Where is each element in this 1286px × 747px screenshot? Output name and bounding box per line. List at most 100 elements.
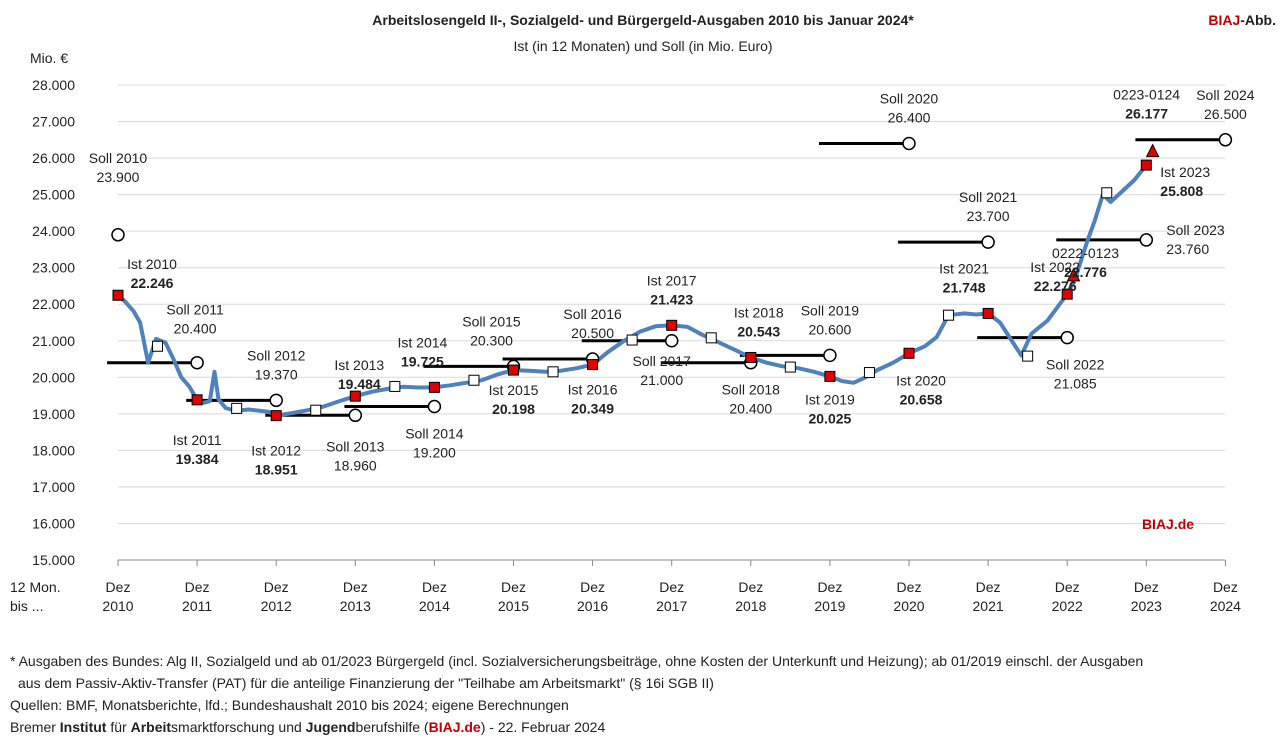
quarter-marker [1101,187,1113,199]
x-tick-label-year: 2016 [577,598,608,614]
quarter-marker [863,367,875,379]
x-tick-label-month: Dez [1134,579,1159,595]
soll-marker [981,235,995,249]
soll-marker [427,399,442,414]
ist-label: Ist 2014 [397,334,447,350]
soll-label: Soll 2014 [405,426,464,442]
x-tick-label-year: 2019 [814,598,845,614]
ist-label: Ist 2021 [939,260,989,276]
ist-value: 21.423 [650,291,693,307]
ist-value: 19.384 [176,451,219,467]
soll-label: Soll 2021 [959,189,1018,205]
ist-label: Ist 2012 [251,443,301,459]
soll-value: 23.900 [97,169,140,185]
ist-marker [982,307,994,319]
credit-part: Bremer [10,719,60,735]
x-tick-label-month: Dez [1055,579,1080,595]
chart-subtitle: Ist (in 12 Monaten) und Soll (in Mio. Eu… [513,38,773,54]
soll-marker [1218,133,1233,147]
soll-marker [664,334,679,348]
x-tick-label-month: Dez [580,579,605,595]
ist-marker [112,289,124,301]
soll-value: 21.085 [1054,376,1097,392]
soll-value: 20.300 [470,332,513,348]
soll-value: 26.400 [888,109,931,125]
expenditure-line-chart: Mio. € 15.000 16.000 17.000 18.000 19.000 20.0… [10,50,1255,614]
ist-value: 20.025 [808,410,851,426]
x-tick-label-year: 2024 [1210,598,1241,614]
y-tick-label: 26.000 [32,150,75,166]
quarter-marker [468,374,480,386]
y-tick-label: 19.000 [32,406,75,422]
period-value: 22.776 [1064,264,1107,280]
period-marker [1145,143,1160,158]
x-tick-label-year: 2011 [182,598,212,614]
ist-label: Ist 2018 [734,304,784,320]
ist-label: Ist 2010 [127,256,177,272]
ist-value: 20.658 [900,391,943,407]
y-tick-label: 25.000 [32,187,75,203]
x-tick-label-year: 2014 [419,598,450,614]
ist-label: Ist 2017 [647,272,697,288]
x-tick-label-year: 2015 [498,598,529,614]
ist-marker [587,359,599,371]
credit-part: BIAJ.de [428,719,481,735]
x-tick-label-month: Dez [1213,579,1238,595]
ist-value: 25.808 [1160,183,1203,199]
biaj-badge: BIAJ-Abb. [1208,12,1276,28]
ist-marker [824,370,836,382]
x-prefix-line1: 12 Mon. [10,579,61,595]
quarter-marker [784,361,796,373]
ist-marker [903,347,915,359]
period-marker [1066,267,1081,282]
ist-value: 22.246 [131,275,174,291]
soll-value: 26.500 [1204,106,1247,122]
soll-label: Soll 2018 [722,382,781,398]
ist-value: 20.349 [571,401,614,417]
soll-label: Soll 2024 [1196,87,1255,103]
quarter-marker [1022,350,1034,362]
x-tick-label-month: Dez [422,579,447,595]
badge-brand: BIAJ [1208,12,1241,28]
x-tick-label-month: Dez [264,579,289,595]
y-tick-label: 15.000 [32,552,75,568]
soll-label: Soll 2011 [166,302,224,318]
quarter-marker [310,404,322,416]
y-tick-label: 20.000 [32,369,75,385]
ist-label: Ist 2016 [568,382,618,398]
soll-label: Soll 2019 [801,302,860,318]
x-tick-label-month: Dez [106,579,131,595]
x-tick-label-month: Dez [343,579,368,595]
credit-part: Arbeit [130,719,172,735]
ist-marker [1140,159,1152,171]
soll-label: Soll 2017 [633,353,692,369]
x-tick-label-year: 2010 [102,598,133,614]
soll-value: 23.760 [1166,241,1209,257]
x-tick-label-month: Dez [976,579,1001,595]
quarter-marker [389,380,401,392]
soll-marker [1060,330,1074,345]
footnotes: * Ausgaben des Bundes: Alg II, Sozialgel… [10,650,1143,738]
sources-line: Quellen: BMF, Monatsberichte, lfd.; Bund… [10,697,569,713]
y-tick-label: 28.000 [32,77,75,93]
soll-marker [902,136,916,151]
y-tick-label: 17.000 [32,479,75,495]
soll-marker [823,348,837,363]
x-tick-label-year: 2017 [656,598,687,614]
y-tick-label: 21.000 [32,333,75,349]
watermark: BIAJ.de [1142,516,1194,532]
x-tick-label-year: 2023 [1131,598,1162,614]
x-tick-label-month: Dez [501,579,526,595]
quarter-marker [152,340,164,352]
quarter-marker [231,402,243,414]
ist-value: 20.543 [737,323,780,339]
ist-label: Ist 2020 [896,372,946,388]
soll-label: Soll 2015 [462,313,521,329]
soll-label: Soll 2023 [1166,222,1225,238]
credit-part: Jugend [305,719,356,735]
ist-12-month-line [116,163,1149,418]
ist-marker [1061,288,1073,300]
y-tick-label: 24.000 [32,223,75,239]
ist-value: 22.276 [1034,278,1077,294]
credit-part: smarktforschung und [171,719,306,735]
